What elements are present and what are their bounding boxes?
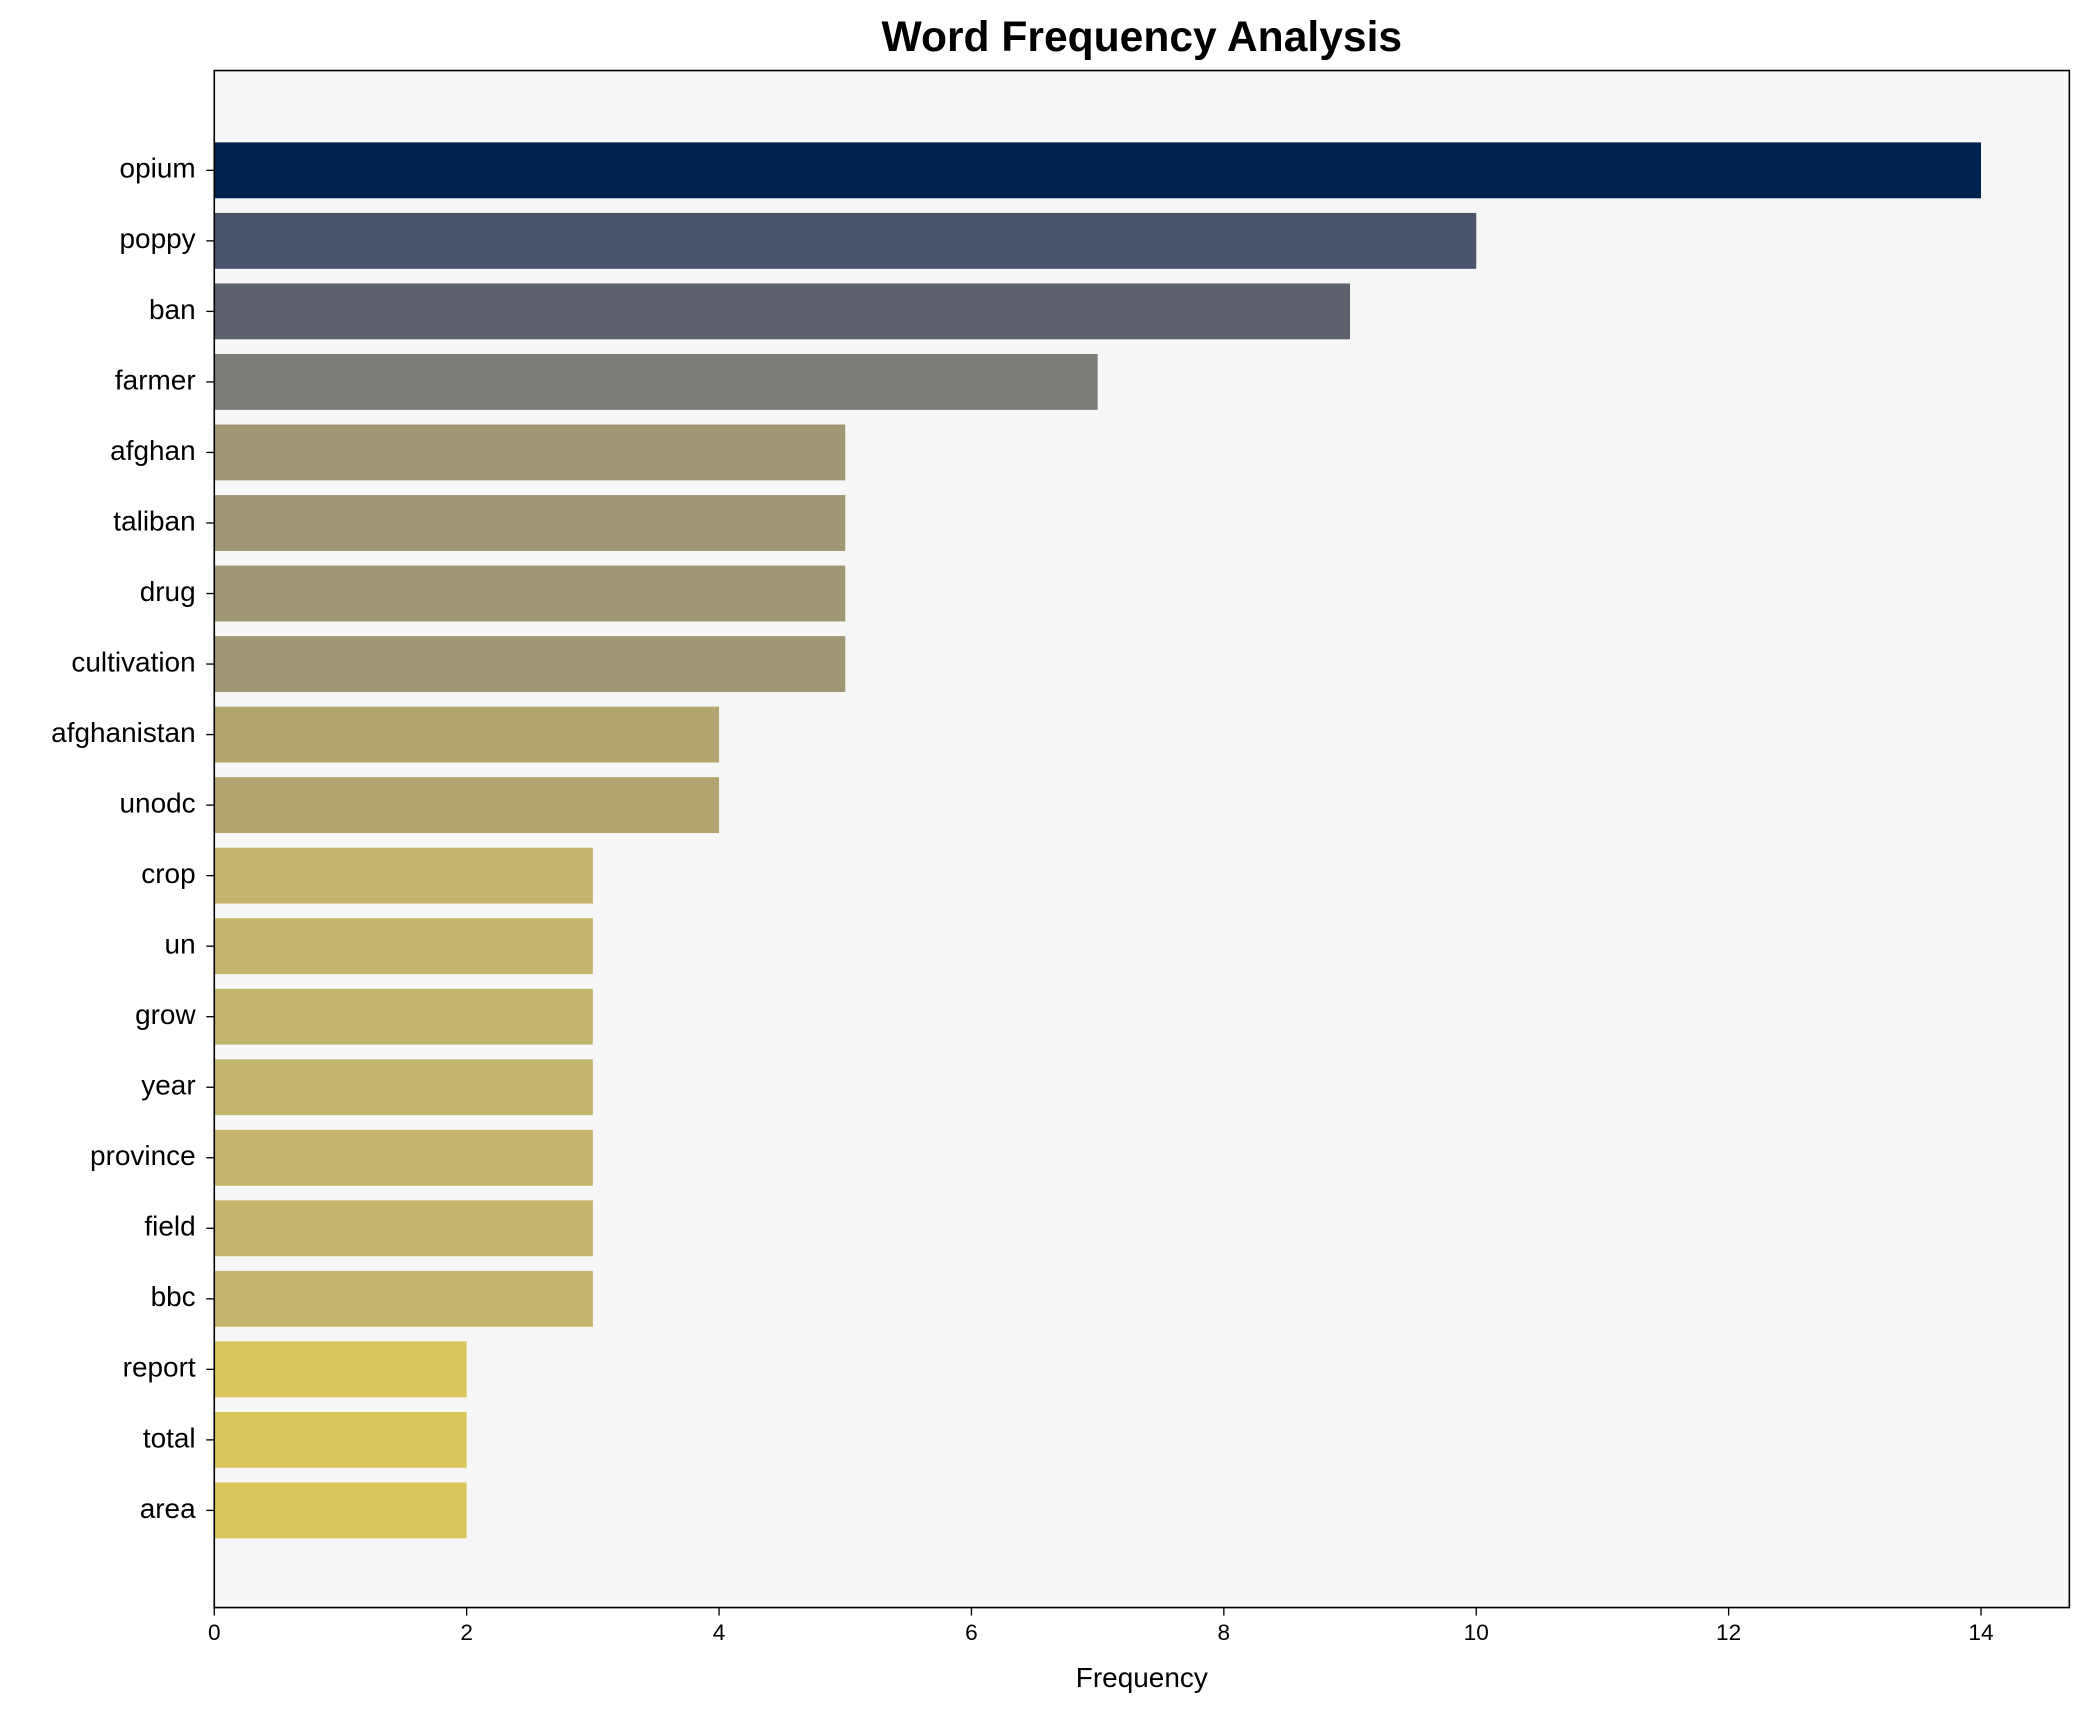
bar <box>214 212 1477 269</box>
y-tick-label: grow <box>135 999 196 1030</box>
x-tick-label: 4 <box>713 1620 726 1645</box>
bar <box>214 706 720 763</box>
y-tick-label: province <box>90 1140 196 1171</box>
bar <box>214 353 1098 410</box>
bar <box>214 142 1982 199</box>
y-tick-label: afghanistan <box>51 717 195 748</box>
y-tick-label: taliban <box>113 505 195 536</box>
bar <box>214 988 593 1045</box>
x-axis-label: Frequency <box>1076 1662 1208 1693</box>
bar <box>214 1411 467 1468</box>
x-tick-label: 0 <box>208 1620 221 1645</box>
y-tick-label: ban <box>149 294 196 325</box>
bar <box>214 636 846 692</box>
bar <box>214 1200 593 1257</box>
x-tick-label: 2 <box>460 1620 473 1645</box>
bar <box>214 1059 593 1116</box>
y-tick-label: report <box>123 1352 196 1383</box>
x-tick-label: 14 <box>1968 1620 1993 1645</box>
bar <box>214 565 846 622</box>
plot-frame <box>213 69 2071 1609</box>
y-tick-label: area <box>140 1493 196 1524</box>
y-tick-label: unodc <box>120 787 196 818</box>
y-tick-label: poppy <box>120 223 196 254</box>
x-tick-label: 8 <box>1218 1620 1231 1645</box>
y-tick-label: crop <box>141 858 195 889</box>
y-tick-label: bbc <box>151 1281 196 1312</box>
chart-title: Word Frequency Analysis <box>882 13 1403 61</box>
y-tick-label: cultivation <box>71 646 195 677</box>
y-tick-label: drug <box>140 576 196 607</box>
bar <box>214 1129 593 1186</box>
y-tick-label: farmer <box>115 364 196 395</box>
bar <box>214 1270 593 1327</box>
bar <box>214 847 593 904</box>
x-tick-label: 6 <box>965 1620 978 1645</box>
x-tick-label: 12 <box>1716 1620 1741 1645</box>
y-tick-label: opium <box>120 153 196 184</box>
bar <box>214 283 1351 340</box>
bar <box>214 918 593 975</box>
bar <box>214 424 846 481</box>
y-tick-label: total <box>143 1422 196 1453</box>
y-tick-label: field <box>144 1211 195 1242</box>
y-tick-label: year <box>141 1070 195 1101</box>
bar <box>214 1341 467 1398</box>
y-tick-label: afghan <box>110 435 195 466</box>
bar <box>214 1482 467 1539</box>
x-tick-label: 10 <box>1464 1620 1489 1645</box>
bar <box>214 777 720 834</box>
y-tick-label: un <box>165 929 196 960</box>
bar <box>214 495 846 551</box>
